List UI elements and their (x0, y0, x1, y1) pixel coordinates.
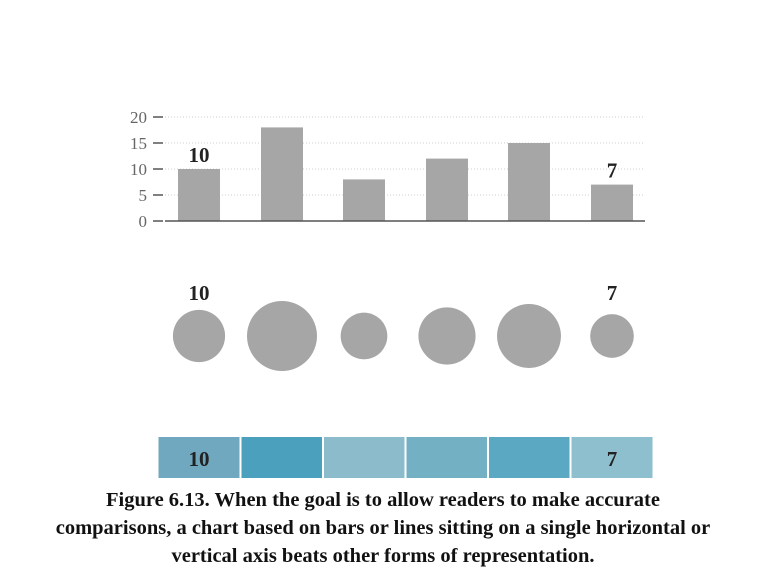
bar-data-label: 7 (607, 159, 618, 183)
y-tick-label: 5 (139, 186, 148, 205)
color-cell (488, 437, 570, 478)
figure-caption: Figure 6.13. When the goal is to allow r… (0, 486, 766, 570)
y-tick-label: 20 (130, 108, 147, 127)
y-tick-label: 15 (130, 134, 147, 153)
bubble (418, 307, 476, 365)
color-cell (406, 437, 488, 478)
bubble (590, 314, 634, 358)
bubble (340, 312, 388, 360)
bar (261, 127, 303, 221)
bubble-chart: 10 7 (172, 281, 634, 371)
y-tick-label: 10 (130, 160, 147, 179)
color-cell (241, 437, 323, 478)
bar (508, 143, 550, 221)
color-cell (571, 437, 653, 478)
bubble (247, 301, 317, 371)
bubble (497, 304, 561, 368)
bar-data-label: 10 (189, 143, 210, 167)
caption-line-1: Figure 6.13. When the goal is to allow r… (105, 489, 660, 511)
bar (591, 184, 633, 221)
bubble (172, 309, 226, 363)
caption-line-3: vertical axis beats other forms of repre… (171, 545, 595, 567)
bubble-data-label: 10 (189, 281, 210, 305)
caption-line-2: comparisons, a chart based on bars or li… (55, 517, 711, 539)
bar (426, 158, 468, 221)
bar-chart: 0 5 10 15 20 10 7 (130, 108, 645, 231)
bubble-data-label: 7 (607, 281, 618, 305)
bar (178, 169, 220, 221)
color-strip-chart: 10 7 (158, 437, 653, 478)
color-cell (158, 437, 240, 478)
bar (343, 179, 385, 221)
color-cell-label: 7 (607, 447, 618, 471)
color-cell (323, 437, 405, 478)
color-cell-label: 10 (189, 447, 210, 471)
y-tick-label: 0 (139, 212, 148, 231)
